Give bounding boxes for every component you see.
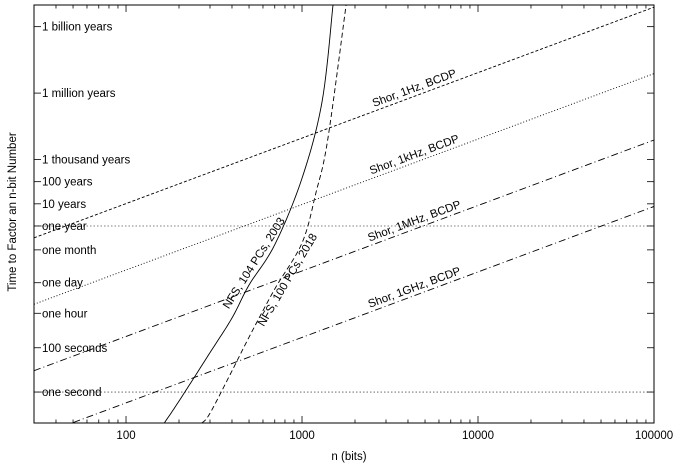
series-line [34,6,654,239]
series-line [201,5,347,423]
series-line [70,206,654,423]
y-tick-label: 10 years [42,199,86,211]
series-label: Shor, 1Hz, BCDP [371,68,459,110]
y-tick-label: 1 million years [42,88,116,100]
x-tick-label: 1000 [289,430,315,442]
y-tick-label: 100 seconds [42,343,107,355]
y-tick-label: 100 years [42,177,93,189]
y-axis-title: Time to Factor an n-bit Number [7,132,19,292]
axis-ticks [33,5,655,423]
y-tick-label: one month [42,245,96,257]
y-tick-label: one day [42,278,83,290]
series-label: Shor, 1kHz, BCDP [368,133,461,177]
y-tick-label: 1 billion years [42,22,113,34]
series-line [163,5,334,423]
series-line [34,139,654,372]
x-axis-title: n (bits) [331,451,366,463]
x-tick-label: 10000 [462,430,494,442]
tick-labels: 100 1000 10000 100000 1 billion years 1 milli… [42,22,673,442]
series-label: Shor, 1GHz, BCDP [367,265,463,310]
y-tick-label: one hour [42,308,88,320]
series-line [34,73,654,305]
plot-border [33,4,655,424]
plot-frame [33,4,655,424]
y-tick-label: 1 thousand years [42,155,130,167]
y-tick-label: one year [42,221,87,233]
x-tick-label: 100 [116,430,135,442]
series-lines [34,5,654,423]
y-tick-label: one second [42,387,101,399]
series-label: Shor, 1MHz, BCDP [366,199,463,245]
series-labels: Shor, 1Hz, BCDP Shor, 1kHz, BCDP Shor, 1MH… [221,68,463,329]
x-tick-label: 100000 [635,430,673,442]
reference-lines [34,225,654,393]
